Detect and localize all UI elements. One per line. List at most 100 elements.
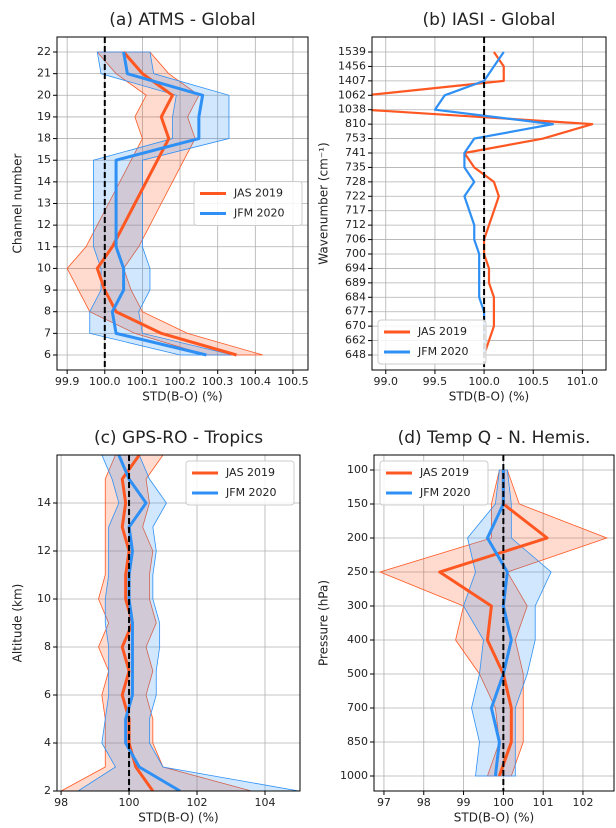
y-axis-label: Pressure (hPa) — [317, 580, 331, 666]
chart-title: (d) Temp Q - N. Hemis. — [398, 428, 591, 448]
y-tick-label: 700 — [345, 247, 366, 260]
y-tick-label: 1407 — [338, 74, 366, 87]
y-tick-label: 2 — [44, 784, 51, 797]
y-tick-label: 662 — [345, 334, 366, 347]
series-line — [117, 455, 181, 791]
y-tick-label: 12 — [37, 218, 51, 231]
x-tick-label: 104 — [254, 796, 275, 809]
y-tick-label: 18 — [37, 132, 51, 145]
y-tick-label: 694 — [345, 261, 366, 274]
y-axis-label: Channel number — [11, 153, 25, 253]
x-tick-label: 100.1 — [127, 375, 159, 388]
y-tick-label: 700 — [347, 701, 368, 714]
x-tick-label: 100.2 — [164, 375, 196, 388]
legend-label: JAS 2019 — [233, 187, 283, 200]
x-axis-label: STD(B-O) (%) — [449, 390, 529, 404]
series-line — [95, 51, 237, 357]
chart-title: (b) IASI - Global — [422, 10, 555, 30]
y-tick-label: 14 — [37, 496, 51, 509]
legend-label: JFM 2020 — [417, 345, 469, 358]
series-line — [433, 51, 555, 355]
y-tick-label: 400 — [347, 633, 368, 646]
x-tick-label: 102 — [187, 796, 208, 809]
legend-label: JFM 2020 — [419, 486, 471, 499]
y-tick-label: 9 — [44, 283, 51, 296]
y-tick-label: 10 — [37, 261, 51, 274]
y-tick-label: 250 — [347, 565, 368, 578]
y-tick-label: 8 — [44, 640, 51, 653]
plot-area — [66, 37, 263, 370]
x-tick-label: 100.4 — [240, 375, 272, 388]
y-tick-label: 684 — [345, 290, 366, 303]
y-tick-label: 6 — [44, 688, 51, 701]
y-tick-label: 19 — [37, 110, 51, 123]
band — [89, 51, 233, 356]
y-tick-label: 753 — [345, 132, 366, 145]
x-tick-label: 99.5 — [423, 375, 448, 388]
x-tick-label: 101.0 — [567, 375, 599, 388]
y-tick-label: 728 — [345, 175, 366, 188]
y-tick-label: 200 — [347, 531, 368, 544]
y-tick-label: 15 — [37, 153, 51, 166]
y-tick-label: 1539 — [338, 45, 366, 58]
legend-label: JAS 2019 — [419, 466, 469, 479]
x-tick-label: 98 — [417, 796, 431, 809]
x-tick-label: 99.9 — [55, 375, 80, 388]
y-tick-label: 1038 — [338, 103, 366, 116]
y-tick-label: 300 — [347, 599, 368, 612]
y-tick-label: 689 — [345, 276, 366, 289]
y-tick-label: 8 — [44, 305, 51, 318]
y-tick-label: 11 — [37, 240, 51, 253]
x-tick-label: 101 — [533, 796, 554, 809]
x-tick-label: 100.0 — [468, 375, 500, 388]
legend-label: JAS 2019 — [225, 466, 275, 479]
x-tick-label: 98 — [54, 796, 68, 809]
y-tick-label: 500 — [347, 667, 368, 680]
y-tick-label: 13 — [37, 197, 51, 210]
y-tick-label: 670 — [345, 319, 366, 332]
x-tick-label: 100.5 — [517, 375, 549, 388]
series-line — [372, 51, 594, 356]
y-tick-label: 14 — [37, 175, 51, 188]
y-tick-label: 6 — [44, 348, 51, 361]
x-tick-label: 100.5 — [277, 375, 309, 388]
y-tick-label: 1062 — [338, 88, 366, 101]
x-tick-label: 100 — [493, 796, 514, 809]
x-axis-label: STD(B-O) (%) — [454, 811, 534, 825]
chart-title: (a) ATMS - Global — [109, 10, 255, 30]
x-axis-label: STD(B-O) (%) — [142, 390, 222, 404]
y-tick-label: 712 — [345, 218, 366, 231]
plot-frame — [373, 454, 615, 792]
plot-frame — [371, 36, 607, 371]
plot-frame — [56, 454, 301, 792]
legend-label: JFM 2020 — [233, 207, 285, 220]
y-tick-label: 10 — [37, 592, 51, 605]
series-line — [485, 470, 513, 777]
x-tick-label: 100.3 — [202, 375, 234, 388]
y-tick-label: 1000 — [340, 769, 368, 782]
y-tick-label: 741 — [345, 146, 366, 159]
legend-label: JFM 2020 — [225, 486, 277, 499]
y-tick-label: 677 — [345, 305, 366, 318]
y-tick-label: 810 — [345, 117, 366, 130]
y-tick-label: 7 — [44, 326, 51, 339]
band — [77, 455, 300, 791]
y-tick-label: 717 — [345, 204, 366, 217]
x-axis-label: STD(B-O) (%) — [138, 811, 218, 825]
legend-label: JAS 2019 — [417, 325, 467, 338]
x-tick-label: 100 — [119, 796, 140, 809]
y-tick-label: 12 — [37, 544, 51, 557]
x-tick-label: 99 — [457, 796, 471, 809]
plot-frame — [56, 36, 309, 371]
y-tick-label: 706 — [345, 233, 366, 246]
x-tick-label: 97 — [377, 796, 391, 809]
y-tick-label: 20 — [37, 88, 51, 101]
y-tick-label: 1456 — [338, 59, 366, 72]
y-axis-label: Wavenumber (cm⁻¹) — [317, 142, 331, 264]
y-tick-label: 4 — [44, 736, 51, 749]
x-tick-label: 99.0 — [374, 375, 399, 388]
plot-area — [372, 37, 594, 370]
y-tick-label: 100 — [347, 463, 368, 476]
x-tick-label: 102 — [572, 796, 593, 809]
